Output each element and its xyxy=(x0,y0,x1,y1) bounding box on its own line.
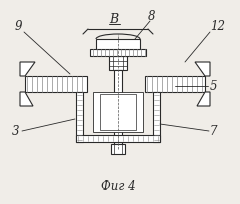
Text: B: B xyxy=(109,13,119,26)
Text: 12: 12 xyxy=(210,20,225,33)
Bar xyxy=(114,71,122,144)
Bar xyxy=(100,94,136,130)
Polygon shape xyxy=(20,93,33,106)
Polygon shape xyxy=(197,93,210,106)
Bar xyxy=(76,93,83,142)
Bar xyxy=(111,144,125,154)
Polygon shape xyxy=(20,63,35,77)
Text: 5: 5 xyxy=(210,80,217,93)
Bar xyxy=(25,77,87,93)
Bar xyxy=(90,50,146,57)
Bar xyxy=(153,93,160,142)
Text: 3: 3 xyxy=(12,124,19,137)
Text: 7: 7 xyxy=(210,124,217,137)
Bar xyxy=(93,93,143,132)
Polygon shape xyxy=(195,63,210,77)
Bar xyxy=(76,135,160,142)
Bar xyxy=(145,77,205,93)
Bar xyxy=(96,40,140,50)
Text: 9: 9 xyxy=(15,20,23,33)
Text: Фиг 4: Фиг 4 xyxy=(101,180,135,193)
Text: 8: 8 xyxy=(148,10,156,23)
Bar xyxy=(109,57,127,71)
